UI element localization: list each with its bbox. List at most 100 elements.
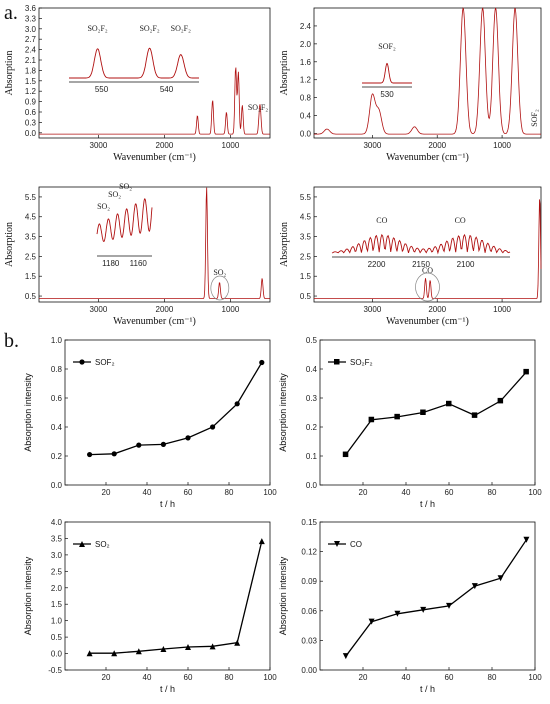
plot-frame: [64, 339, 271, 486]
spectrum-trace: [314, 7, 541, 135]
x-tick-label: 100: [263, 673, 277, 682]
data-point: [334, 359, 340, 365]
x-tick-label: 1000: [222, 305, 240, 314]
data-point: [185, 435, 191, 441]
data-point: [209, 643, 216, 650]
data-point: [87, 451, 93, 458]
data-point: [160, 441, 166, 447]
inset-peak-label: SO₂F₂: [87, 24, 107, 33]
y-tick-label: 0.03: [301, 636, 317, 645]
x-tick-label: 40: [402, 488, 411, 497]
y-tick-label: 5.5: [25, 193, 37, 202]
y-tick-label: 3.3: [25, 14, 37, 23]
y-tick-label: 4.0: [51, 518, 63, 527]
data-point: [523, 536, 530, 543]
y-tick-label: 0.6: [25, 108, 37, 117]
peak-annotation: SO₂: [213, 268, 226, 277]
y-tick-label: 5.5: [300, 193, 312, 202]
y-tick-label: 3.0: [51, 551, 63, 560]
inset-peak-label: SOF₂: [378, 42, 396, 51]
data-point: [160, 645, 167, 652]
y-tick-label: 3.0: [25, 25, 37, 34]
inset-peak-label: SO₂F₂: [139, 24, 159, 33]
inset-tick-label: 2200: [368, 260, 386, 269]
inset-peak-label: CO: [455, 216, 466, 225]
y-tick-label: 2.7: [25, 35, 37, 44]
x-tick-label: 80: [225, 488, 234, 497]
y-axis-label: Absorption intensity: [23, 373, 33, 452]
y-tick-label: 1.5: [25, 272, 37, 281]
peak-annotation: SO₂F₂: [248, 103, 268, 112]
plot-frame: [38, 7, 271, 139]
data-point: [394, 610, 401, 617]
y-tick-label: 0.0: [306, 481, 318, 490]
y-axis-label: Absorption intensity: [278, 556, 288, 635]
y-axis-label: Absorption: [279, 51, 290, 96]
x-tick-label: 1000: [493, 305, 511, 314]
y-tick-label: 0.06: [301, 607, 317, 616]
legend-label: SOF₂: [95, 358, 115, 367]
x-tick-label: 60: [445, 673, 454, 682]
data-point: [136, 442, 142, 448]
x-tick-label: 100: [528, 488, 542, 497]
y-tick-label: 4.5: [300, 213, 312, 222]
x-tick-label: 2000: [156, 305, 174, 314]
data-point: [135, 648, 142, 655]
x-tick-label: 80: [488, 673, 497, 682]
plot-frame: [319, 521, 536, 671]
figure-label-b: b.: [4, 330, 19, 352]
x-axis-label: t / h: [420, 684, 435, 694]
y-tick-label: 1.0: [51, 617, 63, 626]
x-tick-label: 20: [102, 488, 111, 497]
plot-frame: [64, 521, 271, 671]
data-point: [497, 575, 504, 582]
plot-frame: [38, 186, 271, 303]
peak-circle: [210, 275, 230, 301]
x-tick-label: 100: [528, 673, 542, 682]
x-tick-label: 40: [402, 673, 411, 682]
data-point: [394, 413, 400, 420]
x-tick-label: 60: [184, 673, 193, 682]
y-tick-label: 2.0: [51, 584, 63, 593]
y-tick-label: 1.5: [51, 600, 63, 609]
y-tick-label: 0.4: [300, 112, 312, 121]
y-axis-label: Absorption intensity: [23, 556, 33, 635]
inset-tick-label: 530: [380, 90, 394, 99]
x-tick-label: 3000: [363, 141, 381, 150]
series-line: [345, 539, 527, 657]
data-point: [342, 451, 349, 458]
data-point: [259, 359, 265, 366]
y-tick-label: 2.5: [300, 252, 312, 261]
x-axis-label: Wavenumber (cm⁻¹): [386, 152, 469, 163]
x-tick-label: 20: [102, 673, 111, 682]
inset-trace: [331, 233, 511, 255]
y-tick-label: 0.4: [51, 423, 63, 432]
x-axis-label: Wavenumber (cm⁻¹): [386, 316, 469, 327]
y-tick-label: 0.15: [301, 518, 317, 527]
data-point: [86, 650, 93, 657]
x-axis-label: Wavenumber (cm⁻¹): [113, 152, 196, 163]
inset-peak-label: SO₂: [97, 202, 110, 211]
y-tick-label: 2.5: [51, 567, 63, 576]
inset-peak-label: SO₂: [119, 182, 132, 191]
x-tick-label: 3000: [90, 141, 108, 150]
data-point: [368, 416, 375, 423]
x-tick-label: 3000: [363, 305, 381, 314]
inset-peak-label: SO₂F₂: [171, 24, 191, 33]
inset-tick-label: 1180: [102, 259, 120, 268]
y-tick-label: 3.5: [51, 534, 63, 543]
y-tick-label: 0.9: [25, 98, 37, 107]
y-tick-label: 2.4: [300, 22, 312, 31]
x-tick-label: 80: [488, 488, 497, 497]
y-axis-label: Absorption: [4, 222, 15, 267]
data-point: [446, 602, 452, 609]
x-tick-label: 20: [359, 488, 368, 497]
series-line: [89, 540, 263, 654]
data-point: [79, 359, 85, 365]
x-tick-label: 2000: [156, 141, 174, 150]
legend-label: SO₂: [95, 540, 110, 549]
y-tick-label: 0.0: [51, 650, 63, 659]
y-tick-label: 1.8: [25, 66, 37, 75]
y-tick-label: 0.3: [306, 394, 318, 403]
